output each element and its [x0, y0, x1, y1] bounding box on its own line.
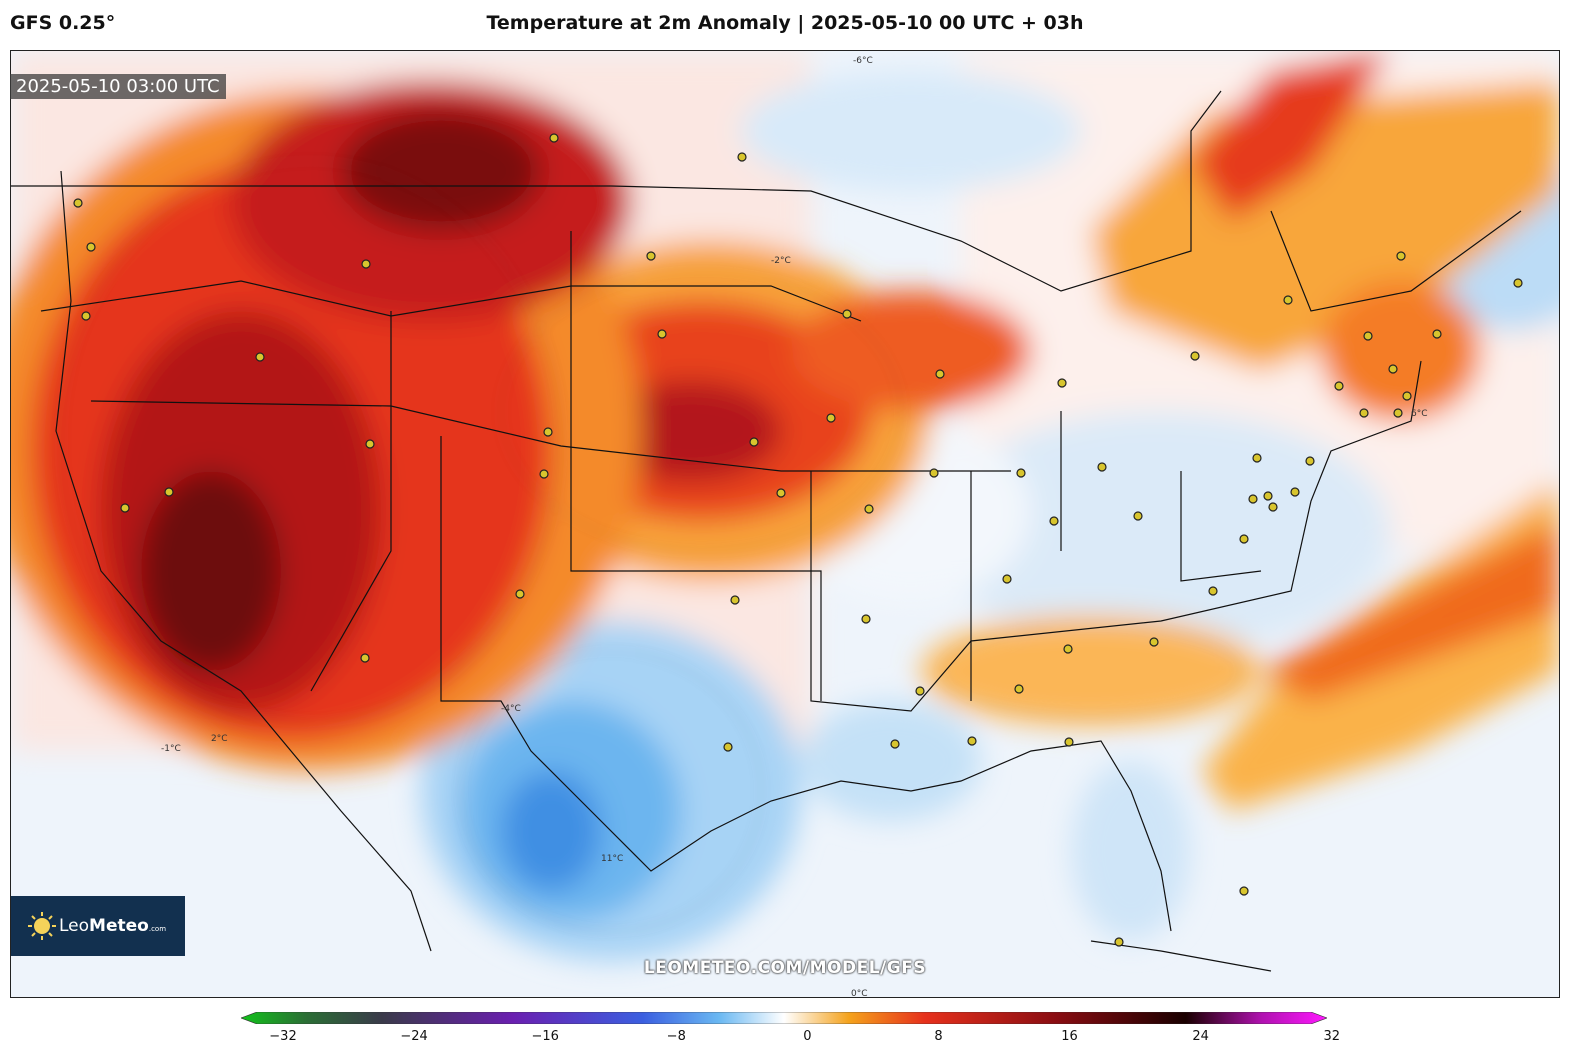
- svg-text:2°C: 2°C: [211, 734, 228, 744]
- leometeo-logo[interactable]: LeoMeteo.com: [11, 896, 185, 956]
- contour-labels: -6°C -4°C -2°C -1°C 0°C 2°C 6°C 11°C: [161, 56, 1428, 997]
- anomaly-map[interactable]: -6°C -4°C -2°C -1°C 0°C 2°C 6°C 11°C: [10, 50, 1560, 998]
- colorbar-tick-label: −8: [666, 1029, 686, 1044]
- warm-anomaly-southeast: [921, 616, 1261, 726]
- svg-text:-2°C: -2°C: [771, 256, 791, 266]
- source-watermark: LEOMETEO.COM/MODEL/GFS: [643, 958, 927, 978]
- valid-time-badge: 2025-05-10 03:00 UTC: [10, 74, 226, 99]
- colorbar-tick-label: 0: [803, 1029, 812, 1044]
- colorbar-tick-label: −16: [531, 1029, 559, 1044]
- svg-text:0°C: 0°C: [851, 989, 868, 997]
- svg-text:-4°C: -4°C: [501, 704, 521, 714]
- colorbar-tick-label: 8: [934, 1029, 943, 1044]
- borders: [11, 90, 1522, 972]
- colorbar-tick-label: −24: [400, 1029, 428, 1044]
- svg-text:6°C: 6°C: [1411, 409, 1428, 419]
- colorbar: [241, 1012, 1327, 1024]
- logo-text: LeoMeteo.com: [59, 916, 167, 936]
- colorbar-tick-label: −32: [269, 1029, 297, 1044]
- map-canvas: -6°C -4°C -2°C -1°C 0°C 2°C 6°C 11°C: [11, 51, 1559, 997]
- cool-anomaly-east: [931, 411, 1391, 651]
- svg-text:11°C: 11°C: [601, 854, 623, 864]
- colorbar-tick-label: 32: [1323, 1029, 1340, 1044]
- svg-text:-6°C: -6°C: [853, 56, 873, 66]
- colorbar-tick-label: 16: [1061, 1029, 1078, 1044]
- chart-title: Temperature at 2m Anomaly | 2025-05-10 0…: [486, 12, 1084, 34]
- colorbar-ramp: [241, 1012, 1327, 1024]
- model-label: GFS 0.25°: [10, 12, 116, 34]
- colorbar-tick-label: 24: [1192, 1029, 1209, 1044]
- svg-text:-1°C: -1°C: [161, 744, 181, 754]
- sun-icon: [28, 912, 56, 940]
- city-markers: [73, 133, 1523, 947]
